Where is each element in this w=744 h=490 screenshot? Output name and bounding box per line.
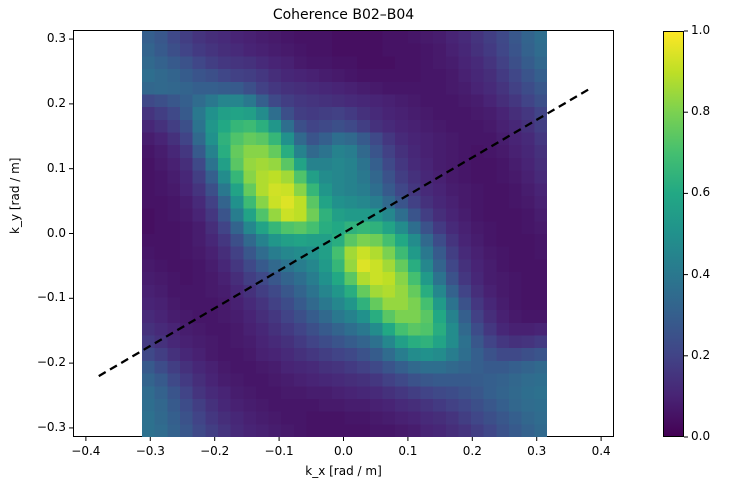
x-tick-label: 0.0 xyxy=(333,444,354,458)
y-tick-label: −0.1 xyxy=(36,290,66,305)
colorbar-tick-label: 0.8 xyxy=(691,104,711,119)
colorbar xyxy=(663,31,684,437)
x-tick-label: 0.4 xyxy=(591,444,611,458)
coherence-heatmap xyxy=(142,31,547,437)
y-tick-label: 0.1 xyxy=(46,160,66,175)
y-tick-label: 0.3 xyxy=(46,31,66,46)
x-tick-label: −0.1 xyxy=(264,444,294,458)
y-axis-label: k_y [rad / m] xyxy=(8,157,22,235)
colorbar-tick-label: 1.0 xyxy=(691,23,711,37)
x-tick-label: −0.3 xyxy=(135,444,165,458)
x-tick-label: −0.2 xyxy=(200,444,230,458)
x-axis-label: k_x [rad / m] xyxy=(305,464,382,478)
y-tick-label: −0.2 xyxy=(36,355,66,370)
x-tick-label: −0.4 xyxy=(71,444,101,458)
x-tick-label: 0.1 xyxy=(398,444,418,458)
x-axis-ticks xyxy=(85,437,602,441)
chart-title: Coherence B02–B04 xyxy=(272,7,415,23)
y-tick-label: −0.3 xyxy=(36,419,66,434)
x-tick-label: 0.2 xyxy=(462,444,482,458)
y-tick-label: 0.2 xyxy=(46,95,66,110)
colorbar-tick-label: 0.4 xyxy=(691,266,711,281)
colorbar-tick-label: 0.0 xyxy=(691,429,711,443)
colorbar-tick-label: 0.2 xyxy=(691,347,711,362)
y-tick-label: 0.0 xyxy=(46,225,66,240)
colorbar-ticks xyxy=(684,30,688,438)
colorbar-tick-label: 0.6 xyxy=(691,185,711,200)
x-tick-label: 0.3 xyxy=(527,444,547,458)
